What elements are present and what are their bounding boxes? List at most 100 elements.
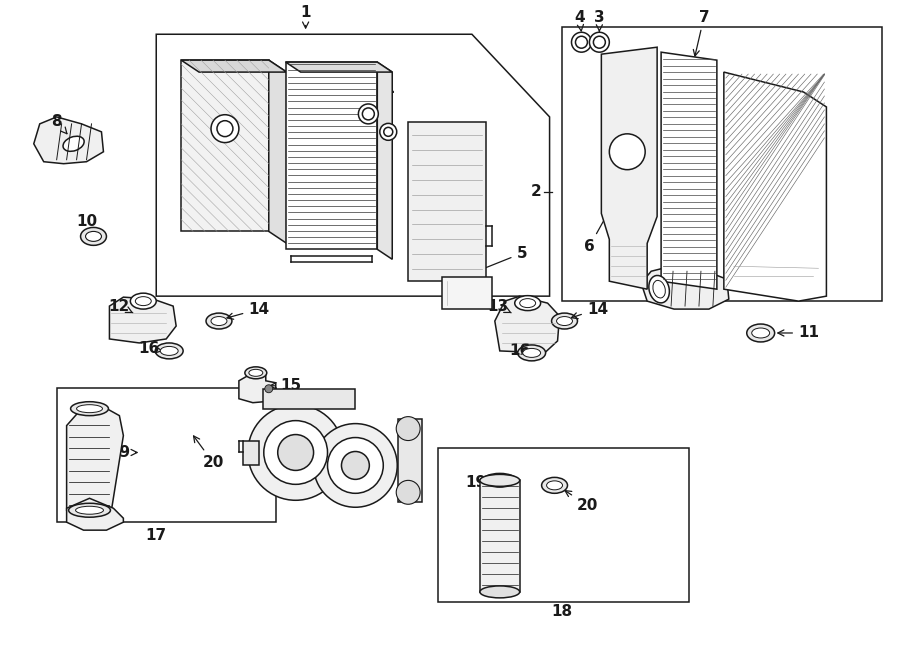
- Polygon shape: [562, 27, 882, 301]
- Text: 20: 20: [565, 490, 599, 513]
- Ellipse shape: [63, 136, 85, 151]
- Ellipse shape: [481, 473, 518, 491]
- Ellipse shape: [211, 317, 227, 325]
- Polygon shape: [495, 296, 560, 353]
- Circle shape: [396, 481, 420, 504]
- Polygon shape: [263, 389, 356, 408]
- Ellipse shape: [487, 477, 513, 487]
- Text: 4: 4: [574, 10, 585, 31]
- Polygon shape: [181, 60, 269, 231]
- Circle shape: [313, 424, 397, 507]
- Polygon shape: [285, 62, 377, 249]
- Polygon shape: [157, 34, 550, 296]
- Text: 20: 20: [194, 436, 224, 470]
- Polygon shape: [269, 60, 287, 243]
- Text: 7: 7: [328, 196, 340, 239]
- Circle shape: [217, 121, 233, 137]
- Circle shape: [211, 115, 239, 143]
- Text: 14: 14: [227, 301, 269, 319]
- Ellipse shape: [652, 280, 665, 298]
- Text: 7: 7: [693, 10, 709, 56]
- Text: 12: 12: [109, 299, 133, 313]
- Ellipse shape: [480, 586, 519, 598]
- Ellipse shape: [480, 475, 519, 486]
- Polygon shape: [34, 117, 104, 164]
- Ellipse shape: [245, 367, 266, 379]
- Ellipse shape: [206, 313, 232, 329]
- Text: 5: 5: [476, 246, 527, 272]
- Circle shape: [609, 134, 645, 170]
- Circle shape: [358, 104, 378, 124]
- Text: 6: 6: [584, 205, 612, 254]
- Ellipse shape: [160, 346, 178, 356]
- Polygon shape: [601, 47, 657, 289]
- Text: 19: 19: [465, 475, 492, 490]
- Polygon shape: [377, 62, 392, 259]
- Text: 2: 2: [531, 184, 542, 199]
- Polygon shape: [398, 418, 422, 502]
- Text: 9: 9: [735, 266, 804, 288]
- Circle shape: [575, 36, 588, 48]
- Text: 11: 11: [778, 325, 819, 340]
- Circle shape: [396, 416, 420, 440]
- Circle shape: [248, 405, 344, 500]
- Polygon shape: [662, 52, 717, 289]
- Circle shape: [590, 32, 609, 52]
- Ellipse shape: [70, 402, 108, 416]
- Text: 13: 13: [487, 299, 511, 313]
- Text: 19: 19: [109, 445, 137, 460]
- Polygon shape: [285, 62, 392, 72]
- Text: 4: 4: [382, 83, 393, 116]
- Ellipse shape: [135, 297, 151, 305]
- Circle shape: [265, 385, 273, 393]
- Ellipse shape: [130, 293, 157, 309]
- Ellipse shape: [542, 477, 568, 493]
- Circle shape: [593, 36, 606, 48]
- Circle shape: [363, 108, 374, 120]
- Ellipse shape: [747, 324, 775, 342]
- Text: 3: 3: [356, 77, 367, 100]
- Text: 16: 16: [509, 344, 530, 358]
- Circle shape: [328, 438, 383, 493]
- Polygon shape: [243, 440, 259, 465]
- Text: 18: 18: [551, 604, 572, 619]
- Ellipse shape: [556, 317, 572, 325]
- Text: 3: 3: [594, 10, 605, 31]
- Circle shape: [341, 451, 369, 479]
- Polygon shape: [409, 122, 486, 281]
- Polygon shape: [442, 277, 491, 309]
- Ellipse shape: [518, 345, 545, 361]
- Circle shape: [264, 420, 328, 485]
- Ellipse shape: [523, 348, 541, 358]
- Polygon shape: [438, 447, 689, 602]
- Circle shape: [380, 124, 397, 140]
- Ellipse shape: [546, 481, 562, 490]
- Circle shape: [383, 128, 392, 136]
- Polygon shape: [67, 498, 123, 530]
- Ellipse shape: [515, 295, 541, 311]
- Ellipse shape: [649, 276, 670, 303]
- Text: 15: 15: [270, 378, 302, 393]
- Ellipse shape: [76, 506, 104, 514]
- Polygon shape: [641, 266, 729, 309]
- Polygon shape: [57, 388, 275, 522]
- Text: 8: 8: [51, 114, 67, 134]
- Polygon shape: [110, 297, 176, 343]
- Ellipse shape: [81, 227, 106, 245]
- Ellipse shape: [76, 405, 103, 412]
- Polygon shape: [67, 406, 123, 510]
- Ellipse shape: [68, 503, 111, 517]
- Circle shape: [278, 434, 313, 471]
- Polygon shape: [238, 373, 275, 403]
- Text: 1: 1: [301, 5, 310, 28]
- Ellipse shape: [519, 299, 536, 307]
- Ellipse shape: [752, 328, 770, 338]
- Text: 17: 17: [146, 527, 166, 543]
- Text: 14: 14: [572, 301, 608, 319]
- Ellipse shape: [155, 343, 183, 359]
- Polygon shape: [724, 72, 826, 301]
- Text: 10: 10: [76, 214, 97, 239]
- Polygon shape: [480, 481, 519, 592]
- Circle shape: [572, 32, 591, 52]
- Ellipse shape: [248, 369, 263, 376]
